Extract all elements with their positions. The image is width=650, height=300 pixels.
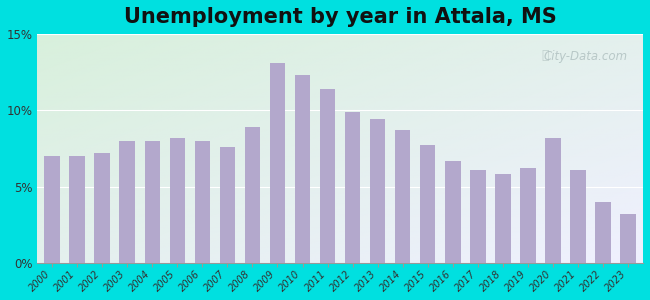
Bar (420, 146, 436, 263)
Bar (520, 168, 536, 263)
Bar (44, 156, 60, 263)
Bar (545, 138, 561, 263)
Bar (320, 89, 335, 263)
Text: City-Data.com: City-Data.com (544, 50, 628, 63)
Bar (94, 153, 110, 263)
Bar (220, 147, 235, 263)
Bar (570, 170, 586, 263)
Bar (395, 130, 410, 263)
Bar (194, 141, 210, 263)
Bar (120, 141, 135, 263)
Bar (294, 75, 310, 263)
Bar (270, 63, 285, 263)
Bar (345, 112, 360, 263)
Bar (70, 156, 85, 263)
Bar (370, 119, 385, 263)
Bar (144, 141, 160, 263)
Bar (244, 127, 260, 263)
Bar (170, 138, 185, 263)
Text: ⓘ: ⓘ (541, 49, 549, 62)
Bar (445, 160, 460, 263)
Bar (620, 214, 636, 263)
Bar (495, 174, 511, 263)
Bar (470, 170, 486, 263)
Title: Unemployment by year in Attala, MS: Unemployment by year in Attala, MS (124, 7, 556, 27)
Bar (595, 202, 611, 263)
